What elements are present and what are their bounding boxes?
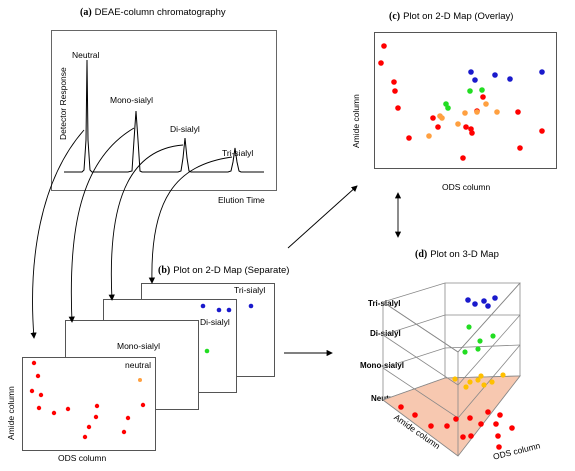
card-dot-tri bbox=[227, 308, 232, 313]
card-dot-neutral bbox=[126, 416, 130, 420]
overlay-dot-neutral bbox=[469, 130, 475, 136]
cube-dot-tri bbox=[492, 295, 498, 301]
overlay-dot-mono bbox=[474, 109, 480, 115]
cube-dot-neutral bbox=[460, 434, 466, 440]
card-dot-neutral bbox=[94, 415, 98, 419]
flow-arrows bbox=[33, 128, 398, 353]
cube-dot-neutral bbox=[495, 433, 501, 439]
overlay-dot-neutral bbox=[392, 88, 398, 94]
overlay-dot-neutral bbox=[395, 105, 401, 111]
cube-dot-di bbox=[490, 333, 495, 338]
overlay-dot-mono bbox=[462, 110, 468, 116]
cube-dot-mono bbox=[489, 379, 494, 384]
overlay-dot-neutral bbox=[406, 135, 412, 141]
card-dot-neutral bbox=[36, 374, 40, 378]
overlay-dot-neutral bbox=[539, 128, 545, 134]
overlay-dot-mono bbox=[494, 109, 500, 115]
overlay-dot-mono bbox=[455, 121, 461, 127]
cube-dot-tri bbox=[472, 301, 478, 307]
arrow-di bbox=[111, 145, 183, 300]
cube-dot-mono bbox=[463, 384, 468, 389]
overlay-dot-neutral bbox=[480, 94, 486, 100]
dot-layer bbox=[30, 43, 545, 450]
cube bbox=[383, 283, 520, 456]
overlay-dot-di bbox=[467, 88, 473, 94]
card-dot-neutral bbox=[37, 406, 41, 410]
cube-dot-neutral bbox=[478, 421, 484, 427]
cube-dot-di bbox=[477, 338, 482, 343]
overlay-dot-neutral bbox=[391, 79, 397, 85]
overlay-dot-neutral bbox=[435, 124, 441, 130]
arrow-neutral bbox=[33, 130, 84, 338]
overlay-dot-tri bbox=[507, 76, 513, 82]
card-dot-neutral bbox=[32, 361, 36, 365]
card-dot-neutral bbox=[30, 389, 34, 393]
cube-dot-di bbox=[475, 346, 480, 351]
cube-dot-mono bbox=[452, 376, 457, 381]
cube-dot-neutral bbox=[485, 409, 491, 415]
card-dot-neutral bbox=[122, 430, 126, 434]
arrow-tri bbox=[152, 157, 232, 283]
overlay-dot-neutral bbox=[378, 60, 384, 66]
card-dot-mono bbox=[138, 378, 142, 382]
cube-dot-neutral bbox=[453, 416, 459, 422]
overlay-dot-tri bbox=[539, 69, 545, 75]
overlay-dot-tri bbox=[472, 77, 478, 83]
cube-dot-neutral bbox=[428, 423, 434, 429]
cube-dot-mono bbox=[481, 382, 486, 387]
cube-dot-mono bbox=[500, 372, 505, 377]
overlay-dot-mono bbox=[439, 115, 445, 121]
overlay-dot-neutral bbox=[381, 43, 387, 49]
overlay-dot-di bbox=[443, 101, 449, 107]
cube-dot-neutral bbox=[398, 404, 404, 410]
overlay-dot-neutral bbox=[430, 115, 436, 121]
overlay-dot-tri bbox=[492, 72, 498, 78]
card-dot-neutral bbox=[66, 407, 70, 411]
cube-dot-di bbox=[462, 349, 467, 354]
card-dot-neutral bbox=[52, 411, 56, 415]
overlay-dot-di bbox=[479, 87, 485, 93]
card-dot-tri bbox=[249, 304, 254, 309]
cube-dot-neutral bbox=[509, 425, 515, 431]
card-dot-neutral bbox=[39, 393, 43, 397]
cube-dot-tri bbox=[485, 303, 491, 309]
card-dot-di bbox=[205, 349, 210, 354]
cube-dot-neutral bbox=[496, 444, 502, 450]
card-dot-tri bbox=[201, 304, 206, 309]
cube-dot-tri bbox=[465, 297, 471, 303]
overlay-dot-mono bbox=[483, 101, 489, 107]
arrow-mono bbox=[71, 128, 134, 322]
cube-dot-di bbox=[466, 324, 471, 329]
arrow-to-overlay bbox=[288, 186, 357, 248]
card-dot-neutral bbox=[141, 403, 145, 407]
cube-dot-neutral bbox=[493, 421, 499, 427]
overlay-dot-tri bbox=[468, 69, 474, 75]
cube-dot-neutral bbox=[497, 412, 503, 418]
card-dot-tri bbox=[217, 308, 222, 313]
card-dot-neutral bbox=[95, 404, 99, 408]
cube-dot-neutral bbox=[412, 412, 418, 418]
card-dot-neutral bbox=[83, 435, 87, 439]
cube-dot-neutral bbox=[468, 433, 474, 439]
card-dot-neutral bbox=[87, 425, 91, 429]
overlay-dot-neutral bbox=[460, 155, 466, 161]
overlay-dot-mono bbox=[426, 133, 432, 139]
cube-dot-neutral bbox=[467, 415, 473, 421]
cube-dot-neutral bbox=[444, 423, 450, 429]
cube-dot-tri bbox=[481, 298, 487, 304]
overlay-dot-neutral bbox=[515, 109, 521, 115]
overlay-dot-neutral bbox=[517, 145, 523, 151]
overlay-dot-neutral bbox=[463, 124, 469, 130]
cube-dot-mono bbox=[475, 377, 480, 382]
cube-dot-mono bbox=[467, 379, 472, 384]
